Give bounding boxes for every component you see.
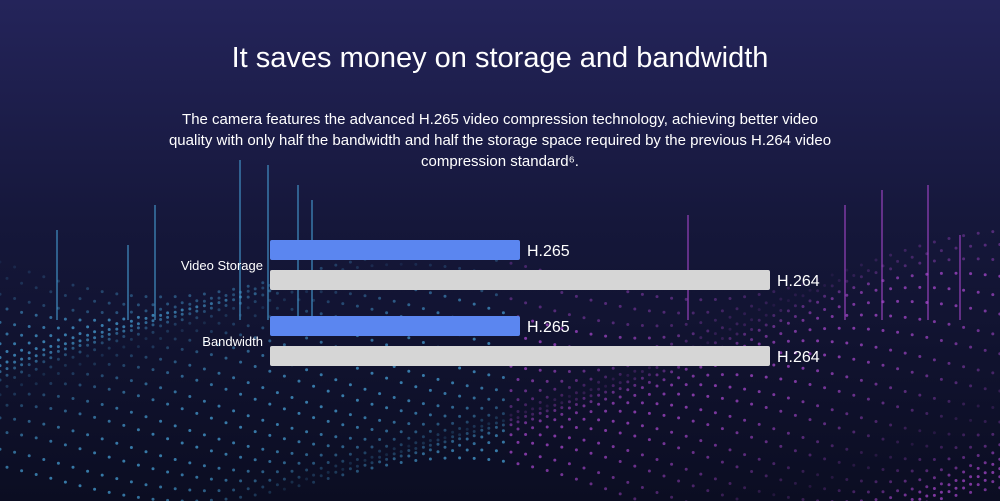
bar-h264: [270, 270, 770, 290]
page-description: The camera features the advanced H.265 v…: [168, 111, 832, 170]
page-title: It saves money on storage and bandwidth: [231, 42, 769, 74]
background-light-lines: [56, 160, 961, 320]
bar-label: H.265: [527, 319, 570, 336]
bar-h264: [270, 346, 770, 366]
category-label: Bandwidth: [202, 334, 263, 349]
bar-label: H.264: [777, 273, 820, 290]
bar-label: H.265: [527, 243, 570, 260]
bar-label: H.264: [777, 349, 820, 366]
bar-h265: [270, 240, 520, 260]
bar-h265: [270, 316, 520, 336]
category-label: Video Storage: [181, 258, 263, 273]
